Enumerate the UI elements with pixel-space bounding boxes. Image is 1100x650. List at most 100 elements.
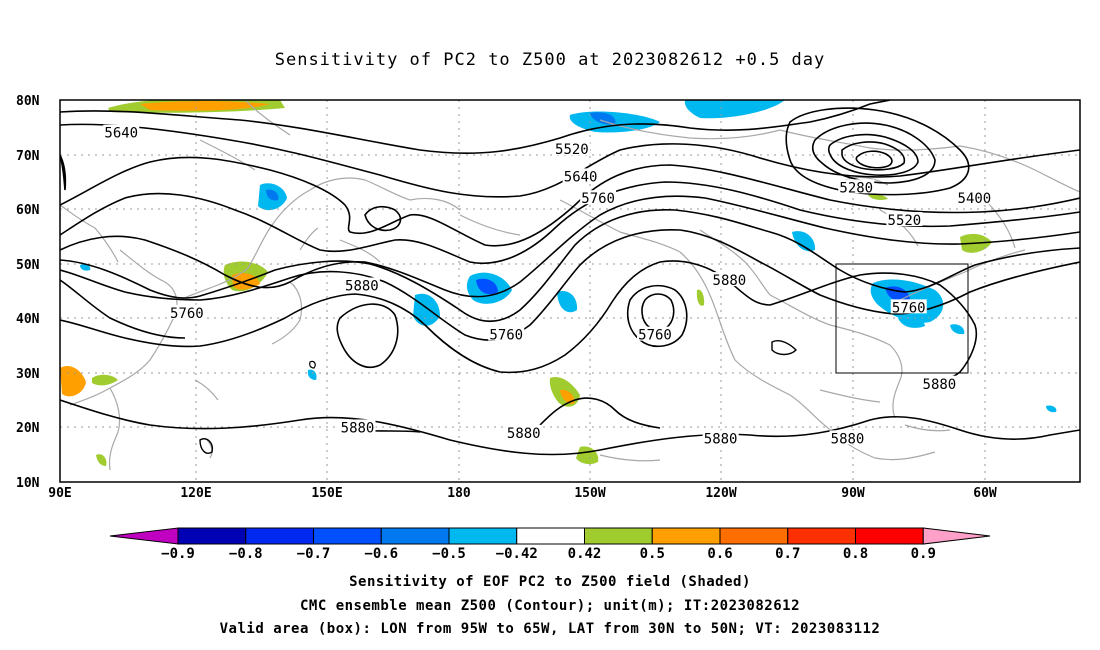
colorbar-label: −0.9 [161,546,195,562]
lon-tick-label: 120W [705,486,736,501]
contour-label-bg [702,430,739,445]
colorbar-label: −0.6 [364,546,398,562]
colorbar-label: 0.7 [775,546,800,562]
colorbar-label: 0.6 [707,546,732,562]
lat-tick-label: 20N [16,421,40,436]
colorbar-swatch [651,527,721,545]
lat-tick-label: 60N [16,203,40,218]
lon-tick-label: 90W [841,486,865,501]
contour-label: 5520 [555,142,589,158]
contour-label: 5640 [564,169,598,185]
island-outline [199,438,214,454]
shade-patch [590,112,616,125]
lat-tick-label: 80N [16,94,40,109]
colorbar-swatch [313,527,382,545]
contour-label: 5400 [958,191,992,207]
caption-line-3: Valid area (box): LON from 95W to 65W, L… [219,621,881,637]
contour-label-bg [168,304,205,319]
valid-area-box [835,263,969,374]
shade-patch [80,264,91,271]
colorbar-label: −0.8 [229,546,263,562]
contour-label: 5520 [888,213,922,229]
contour-label: 5880 [704,431,738,447]
shade-patch [1046,405,1057,413]
contour-label: 5760 [638,328,672,344]
contour-label: 5760 [489,328,523,344]
colorbar: −0.9 −0.8 −0.7 −0.6 −0.5 −0.42 0.42 0.5 0.6 0.7 0.… [109,527,991,562]
shade-patch [413,293,440,326]
colorbar-swatch [787,527,856,545]
contour-label: 5760 [892,300,926,316]
contour-label-bg [886,212,923,227]
island-outline [309,360,316,369]
sensitivity-shading [60,100,1057,466]
colorbar-label: 0.5 [640,546,665,562]
contour-label-group: 5640 5520 5640 5760 5280 5400 5520 5880 5760 5880… [103,124,993,447]
colorbar-swatch [855,527,924,545]
shade-patch [96,454,107,466]
shade-patch [950,324,965,335]
lon-tick-label: 150E [311,486,342,501]
shade-patch [307,369,317,380]
contour-label: 5880 [831,431,865,447]
caption-line-2: CMC ensemble mean Z500 (Contour); unit(m… [299,598,800,614]
coastlines [60,100,1080,471]
contour-label-bg [921,375,958,390]
contour-label-bg [580,190,617,205]
contour-label: 5880 [341,420,375,436]
colorbar-label: −0.5 [432,546,466,562]
colorbar-swatch [448,527,518,545]
lon-tick-label: 180 [447,486,471,501]
colorbar-low-extend [109,527,179,545]
shade-patch [560,389,575,404]
lat-tick-label: 30N [16,367,40,382]
lat-tick-label: 70N [16,149,40,164]
lon-axis: 90E 120E 150E 180 150W 120W 90W 60W [48,486,997,501]
contour-label-bg [890,299,927,314]
contour-label: 5880 [345,279,379,295]
contour-label-bg [711,272,748,287]
shade-patch [266,189,279,201]
shade-patch [60,365,86,397]
contour-label-bg [562,168,599,183]
lake-outline [771,340,797,356]
contour-label: 5880 [923,377,957,393]
lon-tick-label: 90E [48,486,71,501]
shade-patch [868,194,888,200]
colorbar-swatch [380,527,450,545]
colorbar-label: 0.9 [911,546,936,562]
shade-patch [696,289,705,306]
contour-label: 5880 [713,273,747,289]
caption-line-1: Sensitivity of EOF PC2 to Z500 field (Sh… [349,574,751,590]
shade-patch [92,374,118,386]
lon-tick-label: 60W [973,486,997,501]
colorbar-high-extend [922,527,991,545]
colorbar-swatch [516,527,585,545]
z500-contours [60,100,1080,456]
colorbar-label: 0.8 [843,546,868,562]
contour-label: 5760 [581,191,615,207]
shade-patch [557,290,578,313]
contour-label: 5760 [170,306,204,322]
shade-patch [898,316,925,328]
colorbar-swatch [584,527,653,545]
lat-tick-label: 50N [16,258,40,273]
colorbar-swatch [719,527,789,545]
colorbar-label: 0.42 [568,546,602,562]
contour-label-bg [838,179,875,194]
lat-axis: 80N 70N 60N 50N 40N 30N 20N 10N [16,94,40,491]
shade-patch [140,101,270,111]
map-frame [59,99,1081,483]
contour-label-bg [505,424,542,439]
map-title: Sensitivity of PC2 to Z500 at 2023082612… [274,50,826,70]
lon-tick-label: 120E [180,486,211,501]
contour-label-bg [637,326,673,341]
contour-label: 5640 [104,126,138,142]
colorbar-label: −0.7 [297,546,331,562]
contour-label-bg [339,419,376,434]
colorbar-swatch [177,527,247,545]
colorbar-label: −0.42 [496,546,538,562]
contour-label-bg [103,124,140,139]
lon-tick-label: 150W [574,486,605,501]
